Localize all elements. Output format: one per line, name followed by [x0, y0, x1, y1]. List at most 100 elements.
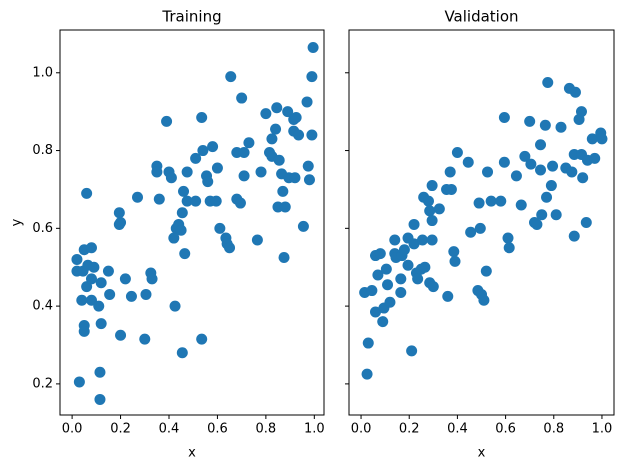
scatter-point — [95, 277, 107, 289]
scatter-point — [389, 234, 401, 246]
scatter-point — [271, 102, 283, 114]
scatter-point — [575, 106, 587, 118]
scatter-point — [169, 300, 181, 312]
scatter-point — [207, 141, 219, 153]
scatter-point — [555, 121, 567, 133]
scatter-point — [569, 86, 581, 98]
scatter-point — [306, 71, 318, 83]
scatter-point — [211, 162, 223, 174]
scatter-point — [377, 316, 389, 328]
scatter-point — [104, 288, 116, 300]
scatter-point — [384, 296, 396, 308]
scatter-point — [266, 133, 278, 145]
axes-frame — [59, 29, 325, 416]
scatter-point — [480, 265, 492, 277]
scatter-point — [449, 255, 461, 267]
scatter-point — [419, 261, 431, 273]
scatter-point — [539, 119, 551, 131]
scatter-point — [88, 261, 100, 273]
scatter-point — [473, 197, 485, 209]
x-axis-label: x — [188, 446, 196, 461]
scatter-point — [277, 185, 289, 197]
scatter-point — [545, 180, 557, 192]
x-tick-label: 0.4 — [447, 422, 468, 437]
scatter-point — [132, 191, 144, 203]
scatter-point — [113, 207, 125, 219]
scatter-point — [85, 242, 97, 254]
y-tick-label: 0.8 — [32, 143, 53, 158]
scatter-point — [542, 77, 554, 88]
scatter-point — [224, 242, 236, 254]
scatter-point — [465, 226, 477, 238]
scatter-point — [424, 205, 436, 217]
scatter-point — [197, 145, 209, 157]
scatter-point — [115, 217, 127, 228]
scatter-point — [462, 156, 474, 168]
scatter-point — [234, 197, 246, 209]
scatter-point — [238, 147, 250, 158]
scatter-point — [524, 115, 536, 127]
scatter-point — [580, 217, 592, 228]
scatter-point — [531, 218, 543, 230]
scatter-point — [151, 166, 163, 178]
scatter-point — [366, 285, 378, 297]
scatter-point — [282, 106, 294, 118]
y-tick-label: 0.4 — [32, 299, 53, 314]
scatter-point — [306, 129, 318, 141]
scatter-point — [535, 139, 547, 151]
scatter-point — [85, 273, 97, 285]
axes-frame — [348, 29, 615, 416]
scatter-point — [225, 71, 237, 83]
x-axis-label: x — [478, 446, 486, 461]
subplot-title: Validation — [444, 8, 518, 26]
x-tick-label: 0.6 — [495, 422, 516, 437]
x-tick-label: 0.2 — [110, 422, 131, 437]
scatter-point — [448, 246, 460, 258]
scatter-point — [577, 172, 589, 184]
scatter-point — [210, 195, 222, 207]
scatter-point — [498, 156, 510, 168]
scatter-point — [76, 294, 88, 306]
scatter-point — [236, 92, 248, 104]
scatter-point — [278, 252, 290, 263]
scatter-point — [498, 112, 510, 123]
scatter-point — [426, 234, 438, 246]
scatter-point — [270, 123, 282, 135]
scatter-point — [273, 154, 285, 166]
x-tick-label: 0.8 — [543, 422, 564, 437]
y-tick-label: 0.2 — [32, 376, 53, 391]
scatter-point — [423, 195, 434, 207]
scatter-point — [95, 318, 107, 330]
scatter-point — [214, 222, 226, 234]
scatter-point — [510, 170, 522, 182]
scatter-point — [566, 166, 578, 178]
x-tick-label: 0.0 — [351, 422, 372, 437]
x-tick-label: 0.2 — [399, 422, 420, 437]
scatter-point — [178, 185, 190, 197]
scatter-point — [374, 248, 386, 260]
scatter-point — [238, 170, 250, 182]
x-tick-label: 0.4 — [159, 422, 180, 437]
x-tick-label: 0.8 — [256, 422, 277, 437]
scatter-point — [190, 152, 202, 164]
scatter-point — [140, 288, 152, 300]
scatter-point — [153, 193, 165, 205]
scatter-point — [293, 129, 305, 141]
scatter-point — [243, 137, 255, 149]
scatter-point — [427, 281, 439, 293]
scatter-point — [372, 269, 384, 281]
scatter-point — [536, 209, 548, 221]
scatter-point — [426, 215, 438, 227]
scatter-point — [255, 166, 267, 178]
scatter-point — [165, 172, 177, 184]
scatter-point — [416, 234, 428, 246]
scatter-point — [550, 209, 562, 221]
x-tick-label: 1.0 — [592, 422, 613, 437]
scatter-point — [482, 166, 494, 178]
scatter-point — [297, 220, 309, 232]
scatter-point — [202, 176, 214, 188]
scatter-point — [176, 347, 188, 359]
scatter-point — [78, 325, 90, 337]
scatter-point — [179, 248, 191, 260]
scatter-point — [395, 287, 407, 298]
